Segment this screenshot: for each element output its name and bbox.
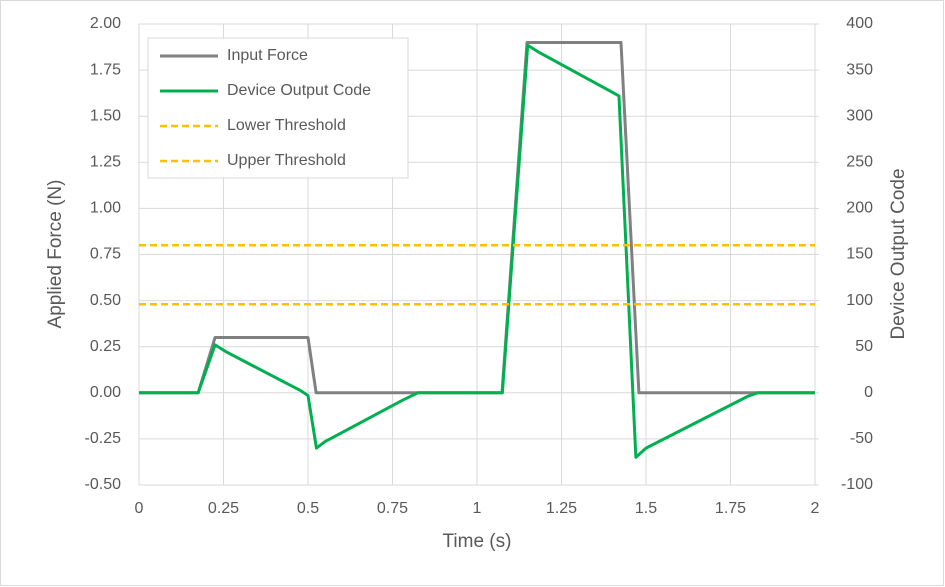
y-tick-label: 1.25: [90, 154, 121, 171]
y2-tick-label: 50: [855, 338, 873, 355]
x-tick-label: 2: [811, 500, 820, 517]
series-line: [139, 43, 815, 459]
x-tick-label: 0.5: [297, 500, 319, 517]
x-tick-label: 1: [473, 500, 482, 517]
legend-label: Upper Threshold: [227, 152, 346, 169]
x-axis-title: Time (s): [443, 531, 512, 552]
y-tick-label: 0.00: [90, 384, 121, 401]
y-tick-label: 0.75: [90, 246, 121, 263]
y2-axis-title: Device Output Code: [888, 168, 909, 339]
x-tick-label: 0.25: [208, 500, 239, 517]
y-tick-label: 1.50: [90, 107, 121, 124]
y-tick-label: 0.25: [90, 338, 121, 355]
y-tick-label: -0.25: [85, 430, 122, 447]
y2-tick-label: 400: [846, 15, 873, 32]
x-tick-label: 0: [135, 500, 144, 517]
y2-tick-label: -50: [850, 430, 873, 447]
legend: [147, 37, 409, 179]
x-tick-label: 1.5: [635, 500, 657, 517]
y-tick-label: -0.50: [85, 476, 122, 493]
y2-tick-label: 250: [846, 154, 873, 171]
y-tick-label: 1.00: [90, 200, 121, 217]
y-axis-title: Applied Force (N): [45, 180, 66, 329]
y-tick-label: 2.00: [90, 15, 121, 32]
y2-tick-label: 200: [846, 200, 873, 217]
y2-tick-label: 150: [846, 246, 873, 263]
legend-label: Lower Threshold: [227, 117, 346, 134]
y2-tick-label: -100: [841, 476, 873, 493]
legend-label: Input Force: [227, 47, 308, 64]
y-tick-label: 1.75: [90, 61, 121, 78]
legend-label: Device Output Code: [227, 82, 371, 99]
x-tick-label: 0.75: [377, 500, 408, 517]
y2-tick-label: 100: [846, 292, 873, 309]
y2-tick-label: 300: [846, 107, 873, 124]
x-tick-label: 1.25: [546, 500, 577, 517]
y-tick-label: 0.50: [90, 292, 121, 309]
y2-tick-label: 0: [864, 384, 873, 401]
y2-tick-label: 350: [846, 61, 873, 78]
x-tick-label: 1.75: [715, 500, 746, 517]
